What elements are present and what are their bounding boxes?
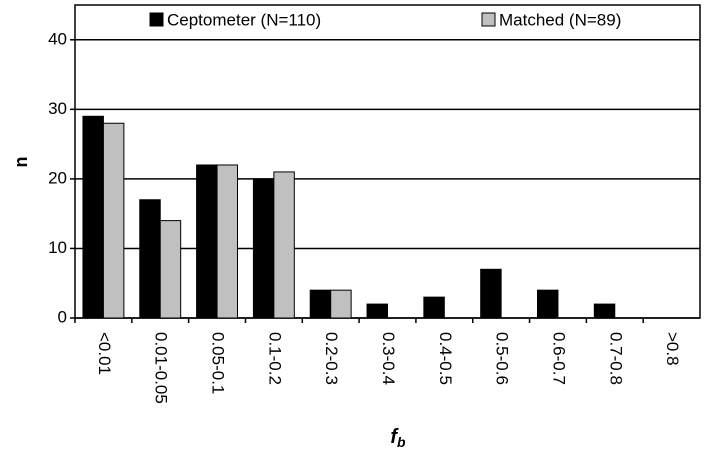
bar: [159, 220, 182, 319]
y-tick-label: 10: [48, 238, 67, 257]
y-axis-label: n: [11, 157, 31, 168]
bar: [139, 199, 161, 319]
x-tick-label: 0.4-0.5: [436, 332, 455, 385]
y-tick-label: 40: [48, 29, 67, 48]
bar: [196, 164, 218, 319]
bar: [330, 289, 352, 319]
bar: [480, 268, 502, 319]
bar: [309, 289, 332, 319]
x-tick-label: 0.5-0.6: [493, 332, 512, 385]
bar: [537, 289, 559, 319]
bar: [273, 171, 295, 319]
bar: [366, 303, 388, 319]
legend-label: Ceptometer (N=110): [167, 10, 321, 29]
x-axis-label-main: f: [390, 426, 399, 448]
bar: [593, 303, 616, 319]
x-tick-label: 0.3-0.4: [379, 332, 398, 385]
bar: [423, 296, 445, 319]
y-tick-label: 0: [58, 307, 67, 326]
bar: [82, 115, 104, 319]
x-tick-label: 0.7-0.8: [606, 332, 625, 385]
y-tick-label: 30: [48, 99, 67, 118]
legend-label: Matched (N=89): [499, 10, 621, 29]
x-tick-label: <0.01: [95, 332, 114, 375]
x-tick-label: 0.01-0.05: [152, 332, 171, 404]
x-axis-label-sub: b: [397, 434, 406, 450]
x-tick-label: 0.6-0.7: [549, 332, 568, 385]
x-axis-label: fb: [390, 426, 406, 449]
x-tick-label: >0.8: [663, 332, 682, 366]
bar: [102, 122, 125, 319]
bar: [252, 178, 275, 319]
x-tick-label: 0.2-0.3: [322, 332, 341, 385]
legend-swatch: [149, 12, 164, 27]
bar: [216, 164, 239, 319]
x-tick-label: 0.05-0.1: [209, 332, 228, 394]
legend-swatch: [481, 12, 496, 27]
x-tick-label: 0.1-0.2: [265, 332, 284, 385]
y-tick-label: 20: [48, 168, 67, 187]
